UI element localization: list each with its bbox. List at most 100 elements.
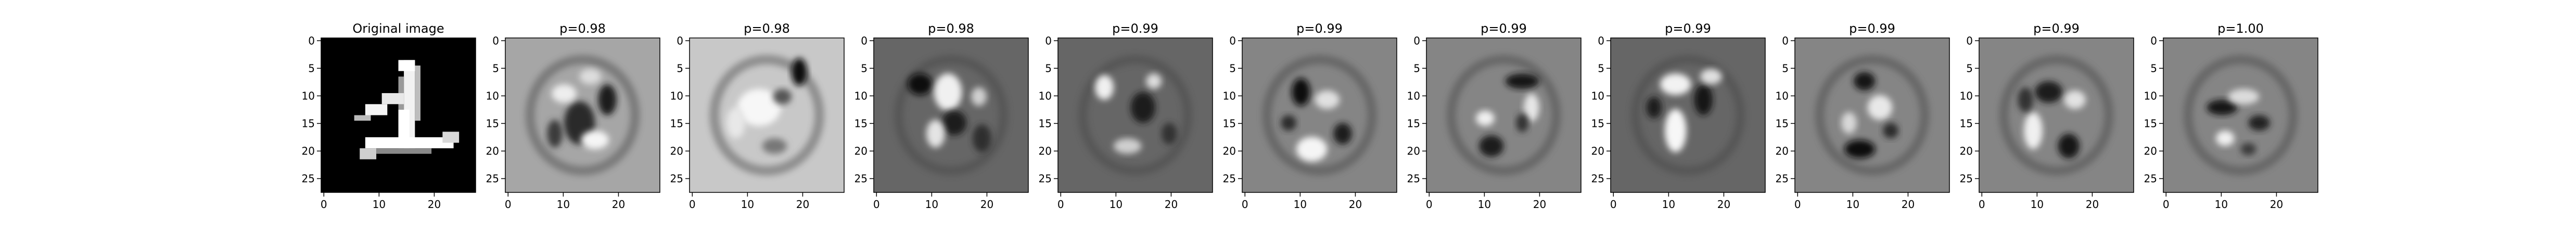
x-tick-label: 10 (1662, 198, 1675, 211)
y-tick-label: 15 (486, 117, 499, 129)
panel-image (1242, 38, 1397, 192)
pattern-blotch (598, 84, 617, 115)
digit-pixel (398, 60, 415, 71)
axes-frame (1979, 37, 2134, 193)
x-tick-label: 20 (1533, 198, 1546, 211)
pattern-halo (2183, 55, 2298, 176)
panel-7: p=0.99 0 10 20 0 5 10 15 20 25 (1591, 21, 1766, 211)
pattern-blotch (726, 107, 745, 139)
axes-frame (2163, 37, 2318, 193)
y-tick-label: 5 (861, 62, 868, 74)
x-tick-label: 10 (1294, 198, 1307, 211)
y-tick-label: 10 (1039, 89, 1052, 102)
pattern-blotch (1161, 123, 1177, 145)
x-tick-label: 10 (1846, 198, 1859, 211)
panel-image (1426, 38, 1581, 192)
digit-pixel (365, 104, 388, 115)
pattern-blotch (1292, 78, 1310, 106)
y-tick-label: 5 (1413, 62, 1420, 74)
panel-title: p=0.99 (1296, 21, 1343, 36)
panel-10: p=1.00 0 10 20 0 5 10 15 20 25 (2144, 21, 2318, 211)
pattern-blotch (1095, 75, 1114, 100)
y-tick-label: 10 (2144, 89, 2157, 102)
y-tick-label: 5 (1045, 62, 1052, 74)
pattern-blotch (2064, 90, 2086, 109)
y-tick-label: 0 (1413, 34, 1420, 47)
y-tick-label: 25 (670, 172, 683, 185)
x-tick-label: 0 (1242, 198, 1248, 211)
y-tick-label: 0 (1229, 34, 1236, 47)
y-tick-label: 15 (1960, 117, 1973, 129)
pattern-halo (1446, 55, 1561, 176)
panel-image (321, 38, 476, 192)
panel-9: p=0.99 0 10 20 0 5 10 15 20 25 (1960, 21, 2134, 211)
y-tick-label: 5 (492, 62, 499, 74)
y-tick-label: 0 (1045, 34, 1052, 47)
x-tick-label: 10 (2215, 198, 2228, 211)
y-tick-label: 10 (302, 89, 315, 102)
y-tick-label: 15 (1407, 117, 1420, 129)
y-tick-label: 15 (1039, 117, 1052, 129)
y-tick-label: 20 (670, 145, 683, 157)
y-tick-label: 0 (1966, 34, 1973, 47)
panel-title: p=1.00 (2217, 21, 2264, 36)
y-tick-label: 0 (861, 34, 868, 47)
pattern-blotch (1841, 112, 1857, 134)
y-tick-label: 20 (302, 145, 315, 157)
pattern-blotch (1296, 137, 1328, 162)
y-tick-label: 0 (492, 34, 499, 47)
x-tick-label: 0 (1426, 198, 1433, 211)
pattern-halo (709, 55, 824, 176)
panel-title: p=0.99 (1112, 21, 1158, 36)
pattern-blotch (973, 124, 991, 152)
y-tick-label: 0 (2150, 34, 2157, 47)
y-tick-label: 15 (2144, 117, 2157, 129)
pattern-blotch (2058, 134, 2080, 159)
panel-image (1795, 38, 1949, 192)
y-tick-label: 15 (1776, 117, 1789, 129)
pattern-halo (1815, 55, 1930, 176)
digit-pixel (442, 132, 460, 143)
y-tick-label: 10 (855, 89, 868, 102)
y-tick-label: 5 (2150, 62, 2157, 74)
panel-0: Original image 0 10 20 0 5 10 15 20 25 (302, 21, 476, 211)
x-tick-label: 0 (1057, 198, 1064, 211)
y-tick-label: 20 (855, 145, 868, 157)
pattern-blotch (941, 110, 967, 136)
axes-frame (505, 37, 660, 193)
pattern-blotch (2248, 115, 2270, 131)
panel-5: p=0.99 0 10 20 0 5 10 15 20 25 (1223, 21, 1397, 211)
pattern-blotch (579, 69, 602, 85)
y-tick-label: 25 (486, 172, 499, 185)
panel-image (2163, 38, 2318, 192)
pattern-blotch (1853, 72, 1876, 90)
panel-grid: Original image 0 10 20 0 5 10 15 20 25 p=0.98 0 10 20… (302, 21, 2318, 211)
pattern-blotch (1315, 90, 1340, 109)
x-tick-label: 20 (2270, 198, 2283, 211)
pattern-blotch (1478, 135, 1504, 157)
panel-4: p=0.99 0 10 20 0 5 10 15 20 25 (1039, 21, 1213, 211)
y-tick-label: 15 (855, 117, 868, 129)
y-tick-label: 20 (1407, 145, 1420, 157)
pattern-blotch (2018, 87, 2033, 112)
panel-6: p=0.99 0 10 20 0 5 10 15 20 25 (1407, 21, 1582, 211)
pattern-blotch (1505, 73, 1539, 89)
y-tick-label: 20 (2144, 145, 2157, 157)
panel-image (874, 38, 1028, 192)
panel-image (690, 38, 844, 192)
pattern-blotch (1660, 73, 1691, 95)
axes-frame (1426, 37, 1582, 193)
x-tick-label: 0 (1610, 198, 1617, 211)
y-tick-label: 0 (1598, 34, 1604, 47)
pattern-blotch (1524, 93, 1539, 122)
pattern-blotch (2215, 131, 2235, 146)
pattern-blotch (926, 120, 945, 148)
pattern-blotch (792, 58, 807, 86)
pattern-blotch (971, 87, 987, 106)
pattern-blotch (762, 138, 787, 154)
x-tick-label: 10 (557, 198, 570, 211)
panel-title: p=0.99 (2033, 21, 2080, 36)
x-tick-label: 0 (2163, 198, 2170, 211)
pattern-blotch (1333, 123, 1352, 145)
y-tick-label: 20 (1223, 145, 1236, 157)
